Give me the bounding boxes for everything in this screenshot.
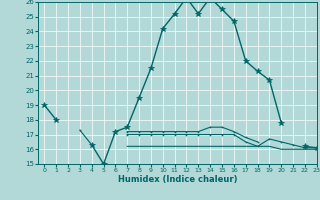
X-axis label: Humidex (Indice chaleur): Humidex (Indice chaleur) — [118, 175, 237, 184]
